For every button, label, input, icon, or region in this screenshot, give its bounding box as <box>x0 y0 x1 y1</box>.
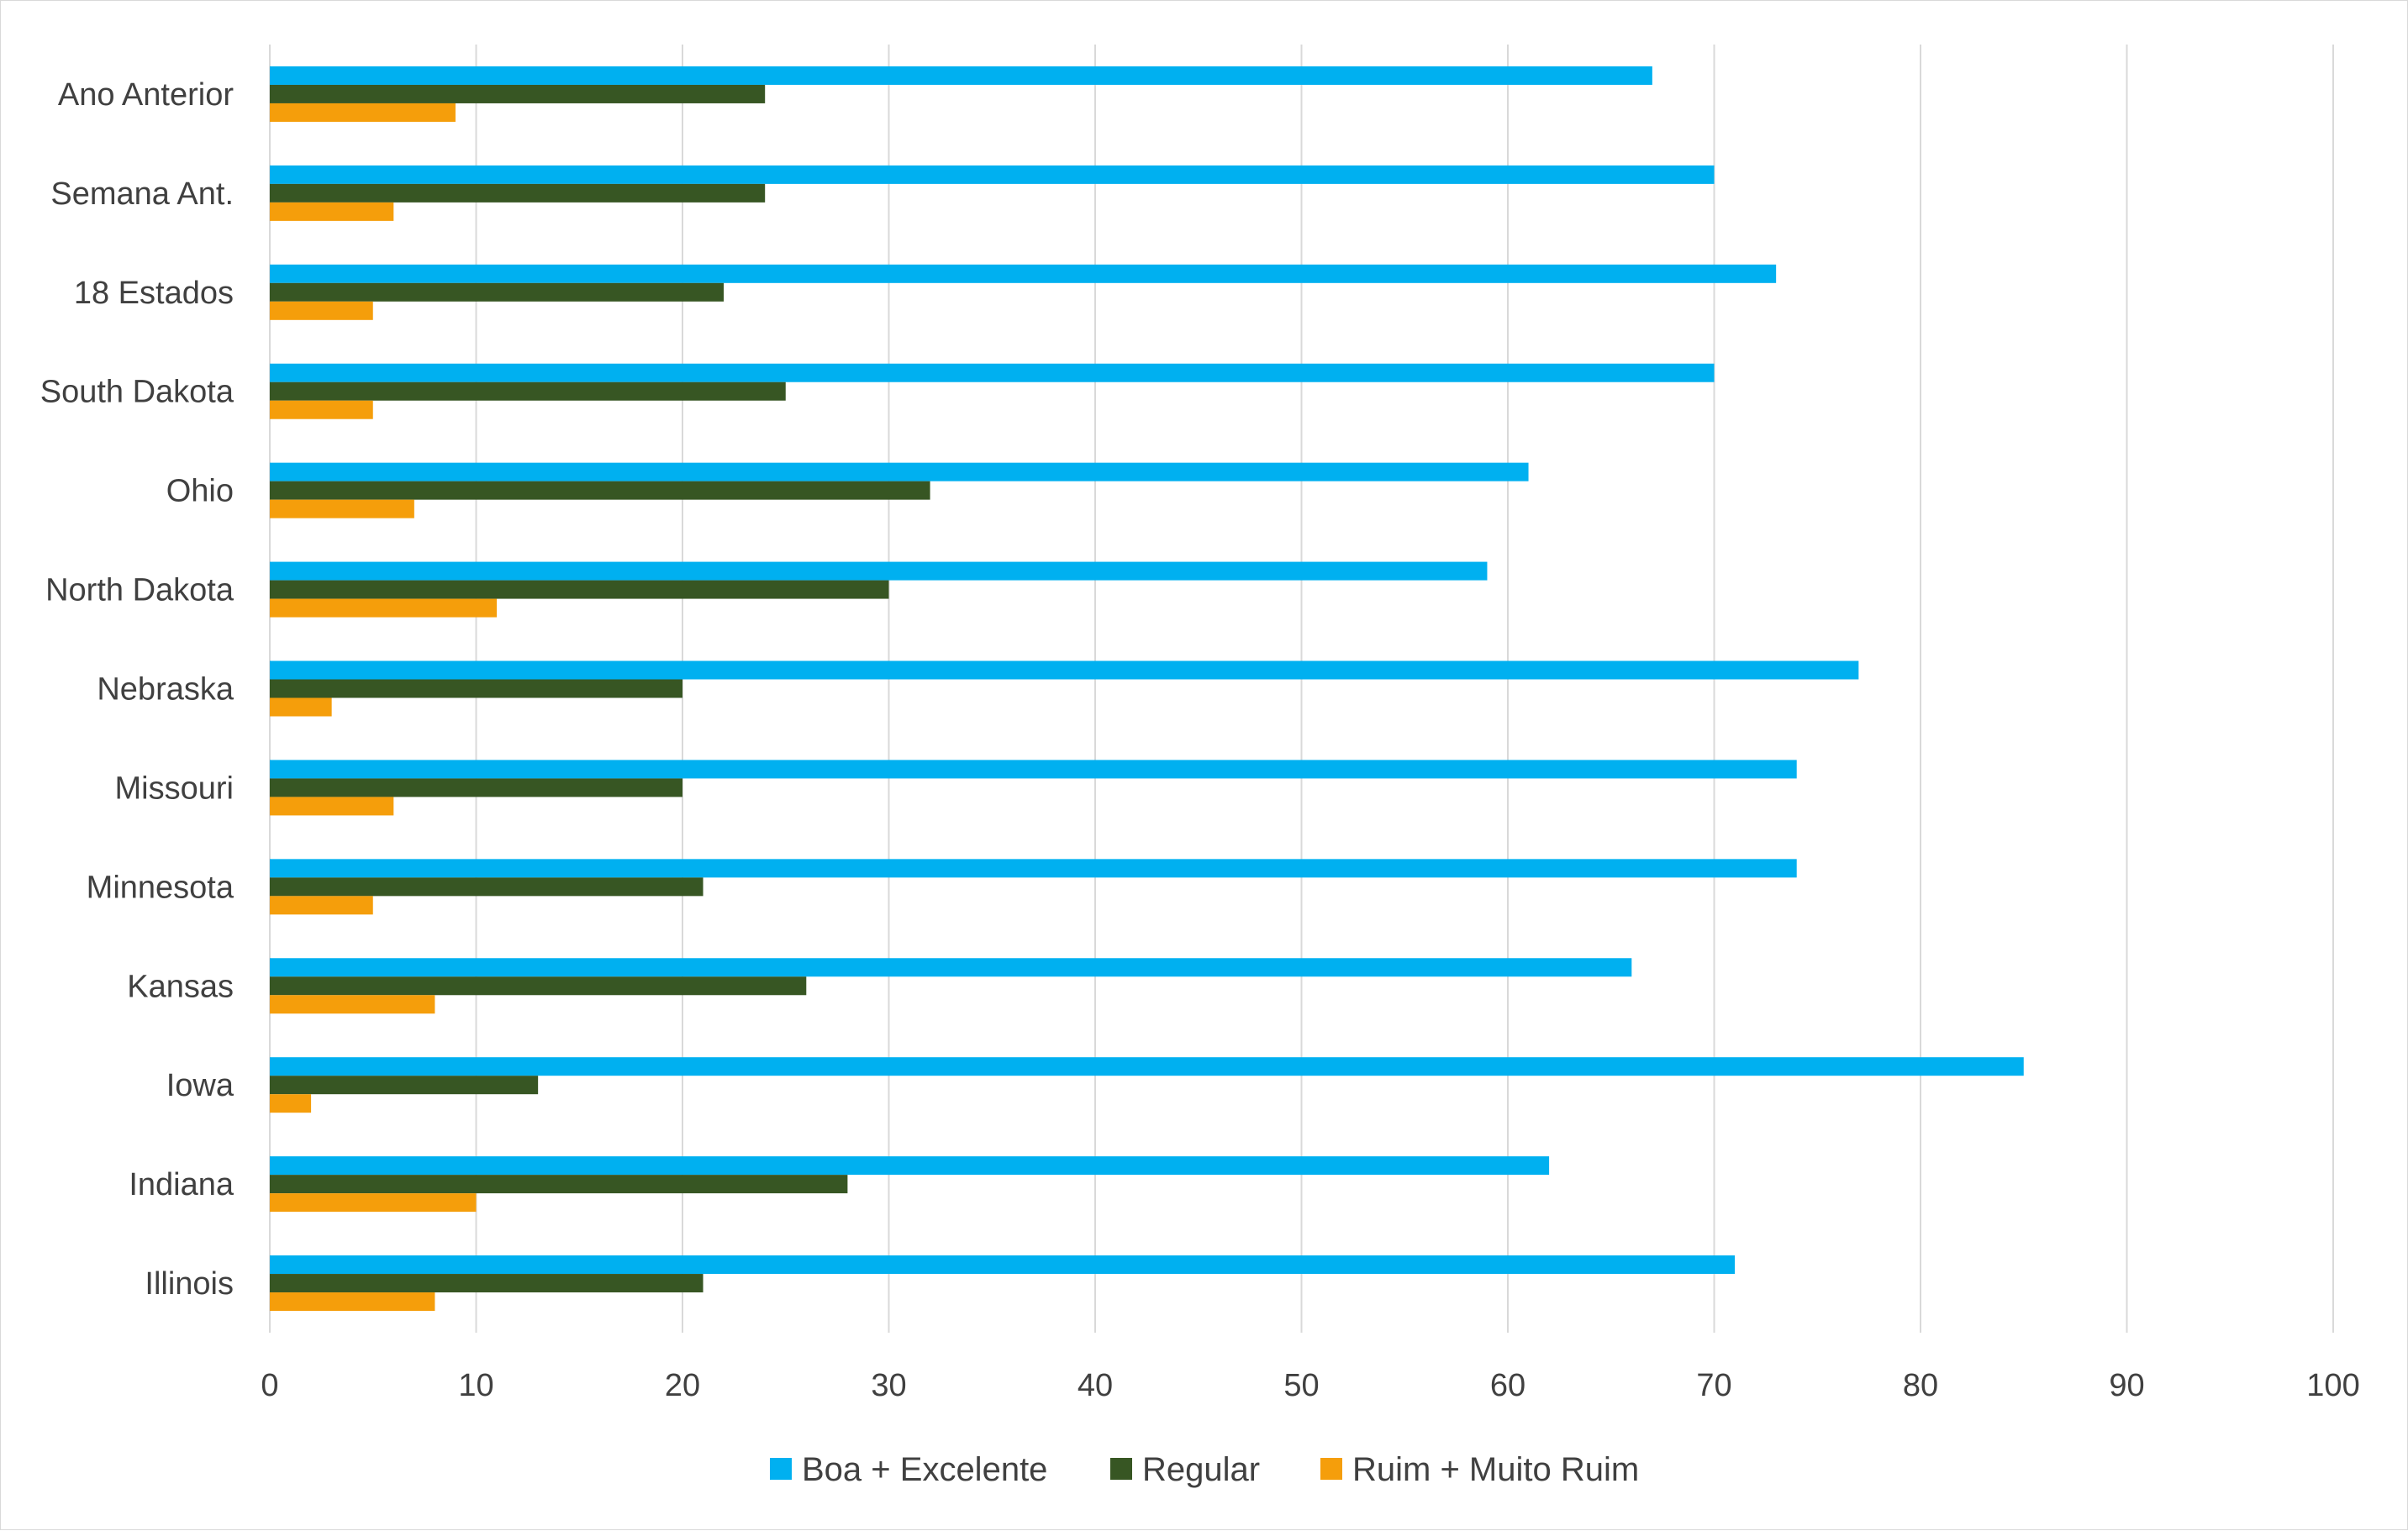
bar-regular <box>270 877 703 897</box>
legend-swatch <box>770 1458 792 1480</box>
x-tick-label: 40 <box>1078 1368 1113 1403</box>
legend-swatch <box>1110 1458 1132 1480</box>
bar-ruim-muito-ruim <box>270 1094 312 1113</box>
value-axis: 0 10 20 30 40 50 60 70 80 90 100 <box>261 1368 2359 1403</box>
bar-ruim-muito-ruim <box>270 1292 435 1312</box>
bar-regular <box>270 1076 539 1095</box>
category-label: North Dakota <box>45 573 234 608</box>
legend-label: Ruim + Muito Ruim <box>1352 1451 1639 1488</box>
category-label: Iowa <box>166 1068 234 1103</box>
category-label: Missouri <box>115 771 234 806</box>
category-label: South Dakota <box>40 375 234 410</box>
bar-regular <box>270 282 725 302</box>
bar-boa-excelente <box>270 363 1715 382</box>
category-label: Ohio <box>166 474 234 509</box>
bar-regular <box>270 183 766 203</box>
bar-ruim-muito-ruim <box>270 499 414 518</box>
bar-regular <box>270 976 807 996</box>
category-label: Nebraska <box>97 672 234 708</box>
x-tick-label: 30 <box>871 1368 906 1403</box>
bar-regular <box>270 580 889 599</box>
category-label: Ano Anterior <box>58 77 234 113</box>
category-axis: Ano Anterior Semana Ant. 18 Estados South D… <box>40 77 234 1302</box>
bar-ruim-muito-ruim <box>270 896 373 915</box>
bar-regular <box>270 679 682 698</box>
bar-boa-excelente <box>270 660 1859 680</box>
bar-ruim-muito-ruim <box>270 1193 477 1213</box>
bar-ruim-muito-ruim <box>270 400 373 419</box>
x-tick-label: 10 <box>458 1368 493 1403</box>
category-label: Illinois <box>145 1266 234 1302</box>
category-label: Minnesota <box>87 870 234 905</box>
x-tick-label: 0 <box>261 1368 278 1403</box>
gridlines <box>269 45 2334 1333</box>
category-label: 18 Estados <box>74 276 234 311</box>
bar-boa-excelente <box>270 165 1715 184</box>
bar-boa-excelente <box>270 66 1652 85</box>
bar-ruim-muito-ruim <box>270 598 498 618</box>
legend-swatch <box>1320 1458 1342 1480</box>
bar-ruim-muito-ruim <box>270 103 456 122</box>
bar-boa-excelente <box>270 1156 1550 1176</box>
bar-regular <box>270 1274 703 1293</box>
category-label: Indiana <box>129 1167 234 1202</box>
bars <box>270 66 2024 1312</box>
bar-boa-excelente <box>270 462 1529 481</box>
bar-ruim-muito-ruim <box>270 202 394 221</box>
bar-ruim-muito-ruim <box>270 797 394 816</box>
bar-regular <box>270 778 682 797</box>
x-tick-label: 50 <box>1283 1368 1319 1403</box>
bar-ruim-muito-ruim <box>270 301 373 320</box>
category-label: Kansas <box>127 969 234 1004</box>
x-tick-label: 80 <box>1903 1368 1938 1403</box>
bar-boa-excelente <box>270 958 1632 977</box>
bar-regular <box>270 381 786 401</box>
x-tick-label: 60 <box>1490 1368 1525 1403</box>
legend-label: Boa + Excelente <box>802 1451 1047 1488</box>
bar-regular <box>270 84 766 103</box>
category-label: Semana Ant. <box>50 176 234 212</box>
bar-boa-excelente <box>270 859 1797 878</box>
bar-ruim-muito-ruim <box>270 995 435 1014</box>
bar-boa-excelente <box>270 1255 1736 1275</box>
legend-label: Regular <box>1142 1451 1260 1488</box>
bar-regular <box>270 481 930 500</box>
bar-boa-excelente <box>270 1057 2024 1076</box>
bar-boa-excelente <box>270 264 1777 283</box>
bar-regular <box>270 1175 848 1194</box>
x-tick-label: 70 <box>1696 1368 1731 1403</box>
bar-ruim-muito-ruim <box>270 697 332 717</box>
bar-boa-excelente <box>270 561 1488 581</box>
legend: Boa + Excelente Regular Ruim + Muito Ruim <box>770 1451 1639 1488</box>
x-tick-label: 100 <box>2306 1368 2359 1403</box>
x-tick-label: 90 <box>2109 1368 2144 1403</box>
bar-boa-excelente <box>270 760 1797 779</box>
x-tick-label: 20 <box>665 1368 700 1403</box>
